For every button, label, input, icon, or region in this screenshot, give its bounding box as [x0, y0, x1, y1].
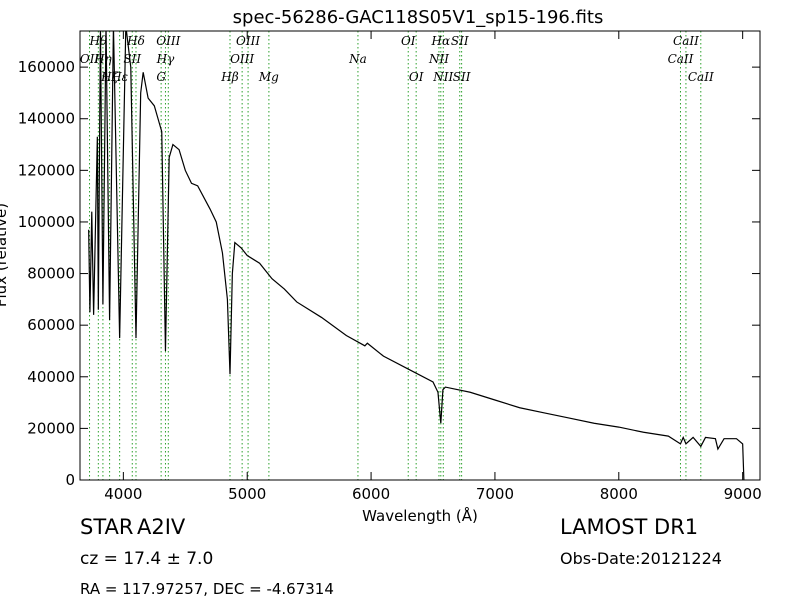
spectral-line-label: Hη	[93, 52, 112, 66]
y-tick-label: 100000	[18, 213, 75, 231]
x-tick-label: 8000	[600, 485, 638, 503]
spectral-line-label: G	[156, 70, 166, 84]
spectral-line-label: Mg	[258, 70, 279, 84]
spectral-line-label: SII	[123, 52, 141, 66]
spectral-line-label: Na	[348, 52, 367, 66]
spectral-line-label: Hβ	[220, 70, 238, 84]
coordinates: RA = 117.97257, DEC = -4.67314	[80, 580, 334, 598]
y-tick-label: 160000	[18, 58, 75, 76]
spectral-line-label: OIII	[230, 52, 254, 66]
y-tick-label: 60000	[27, 316, 75, 334]
spectral-line-label: OIII	[236, 34, 260, 48]
y-tick-label: 140000	[18, 110, 75, 128]
chart-title: spec-56286-GAC118S05V1_sp15-196.fits	[233, 7, 604, 28]
spectral-line-label: CaII	[688, 70, 714, 84]
x-tick-label: 6000	[352, 485, 390, 503]
subclass: A2IV	[137, 515, 186, 539]
spectral-line-label: Hζ	[100, 70, 119, 84]
spectral-line-label: Hθ	[88, 34, 107, 48]
y-tick-label: 40000	[27, 368, 75, 386]
plot-area	[80, 31, 760, 480]
plot-content	[88, 31, 745, 480]
object-class: STAR	[80, 515, 133, 539]
obs-date: Obs-Date:20121224	[560, 549, 722, 568]
spectral-line-label: Hα	[431, 34, 451, 48]
spectral-line-label: SII	[451, 34, 469, 48]
spectral-line-label: CaII	[668, 52, 694, 66]
spectral-line-label: Hδ	[126, 34, 145, 48]
plot-frame	[79, 30, 761, 481]
spectral-line-label: Hγ	[156, 52, 175, 66]
x-tick-label: 4000	[104, 485, 142, 503]
y-axis-label: Flux (relative)	[0, 203, 10, 307]
spectral-line-label: SII	[453, 70, 471, 84]
spectrum-line	[88, 31, 745, 480]
spectral-line-label: CaII	[673, 34, 699, 48]
redshift: cz = 17.4 ± 7.0	[80, 549, 213, 569]
y-tick-label: 20000	[27, 419, 75, 437]
y-tick-label: 120000	[18, 161, 75, 179]
x-tick-label: 5000	[228, 485, 266, 503]
spectral-line-label: OIII	[156, 34, 180, 48]
y-tick-label: 80000	[27, 265, 75, 283]
x-tick-label: 9000	[724, 485, 762, 503]
y-tick-label: 0	[65, 471, 75, 489]
survey: LAMOST DR1	[560, 515, 698, 539]
x-axis-label: Wavelength (Å)	[362, 506, 478, 525]
spectral-line-label: OI	[401, 34, 416, 48]
spectral-line-label: OII	[80, 52, 100, 66]
spectral-line-label: NII	[428, 52, 449, 66]
x-tick-label: 7000	[476, 485, 514, 503]
spectral-line-label: NII	[432, 70, 453, 84]
spectral-line-label: Hε	[110, 70, 128, 84]
spectral-line-label: OI	[409, 70, 424, 84]
